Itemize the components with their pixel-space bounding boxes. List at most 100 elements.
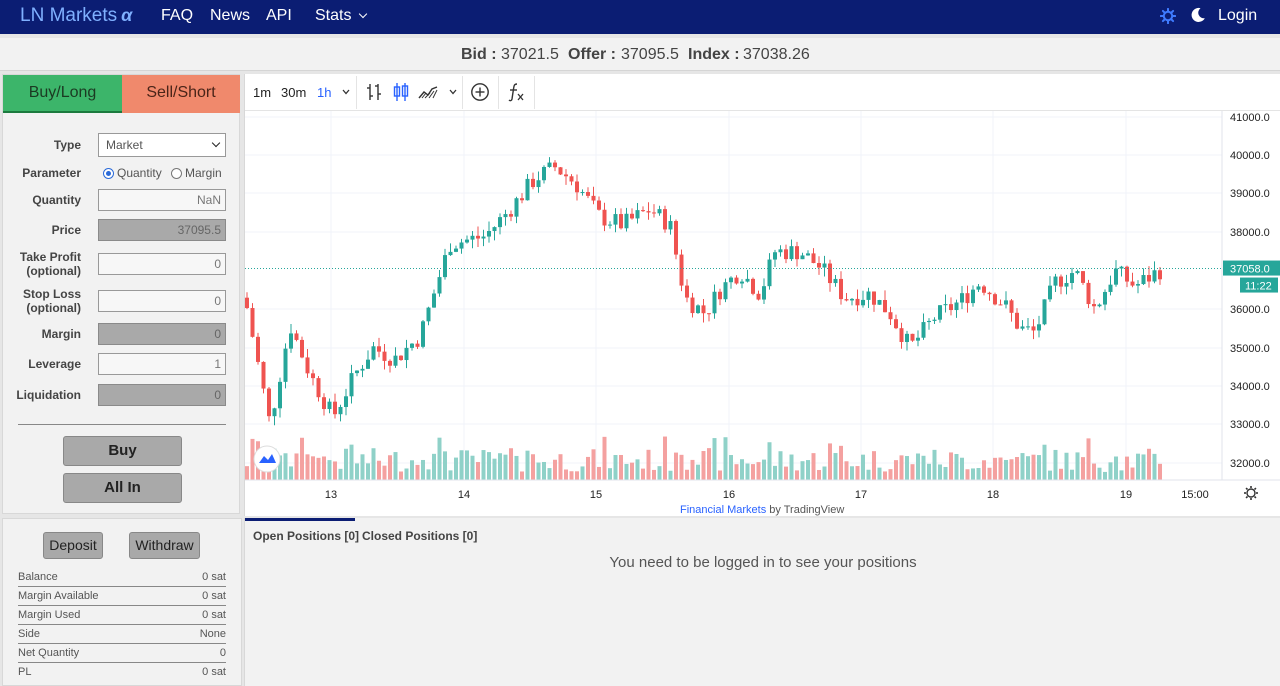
volume-bar bbox=[899, 455, 904, 480]
chart-settings-gear-icon[interactable] bbox=[1244, 486, 1258, 500]
quantity-input[interactable]: NaN bbox=[98, 189, 226, 211]
brand-logo[interactable]: LN Markets α bbox=[20, 5, 132, 27]
parameter-label: Parameter bbox=[22, 166, 81, 180]
volume-bar bbox=[426, 469, 431, 480]
volume-bar bbox=[839, 445, 843, 480]
volume-bar bbox=[305, 454, 310, 480]
volume-bar bbox=[657, 466, 662, 480]
tab-closed-positions[interactable]: Closed Positions [0] bbox=[362, 529, 478, 543]
candle-body bbox=[921, 322, 926, 338]
leverage-input[interactable]: 1 bbox=[98, 353, 226, 375]
candlestick-chart[interactable]: 41000.0 40000.0 39000.0 38000.0 36000.0 35000… bbox=[245, 111, 1280, 505]
candlestick-style-icon[interactable] bbox=[392, 82, 410, 102]
candle-body bbox=[839, 278, 843, 300]
volume-bar bbox=[448, 470, 453, 480]
timeframe-1h[interactable]: 1h bbox=[317, 85, 332, 100]
candle-body bbox=[1015, 312, 1019, 329]
volume-bar bbox=[844, 461, 849, 480]
settings-gear-icon[interactable] bbox=[1160, 8, 1176, 24]
moon-icon[interactable] bbox=[1190, 7, 1206, 23]
volume-bar bbox=[855, 466, 860, 480]
stop-loss-input[interactable]: 0 bbox=[98, 290, 226, 312]
candle-body bbox=[1136, 284, 1140, 286]
tab-buy-long[interactable]: Buy/Long bbox=[3, 75, 122, 113]
candle-body bbox=[641, 210, 645, 212]
volume-bar bbox=[553, 459, 557, 480]
volume-bar bbox=[668, 470, 673, 480]
candle-body bbox=[267, 388, 271, 417]
nav-faq-link[interactable]: FAQ bbox=[161, 7, 194, 24]
volume-bar bbox=[641, 468, 645, 480]
volume-bar bbox=[762, 459, 766, 480]
candle-body bbox=[1130, 281, 1135, 286]
candle-body bbox=[371, 346, 376, 360]
candle-body bbox=[855, 298, 860, 306]
volume-bar bbox=[1020, 453, 1025, 480]
candle-body bbox=[630, 213, 634, 219]
current-price-label: 37058.0 bbox=[1230, 264, 1270, 276]
candle-body bbox=[459, 242, 464, 249]
deposit-button[interactable]: Deposit bbox=[43, 532, 103, 559]
all-in-button[interactable]: All In bbox=[63, 473, 182, 503]
tradingview-logo-icon[interactable] bbox=[253, 445, 281, 473]
chevron-down-icon[interactable] bbox=[448, 87, 458, 97]
candle-body bbox=[619, 214, 623, 229]
candle-body bbox=[850, 298, 854, 301]
chevron-down-icon[interactable] bbox=[341, 87, 351, 97]
order-panel: Buy/Long Sell/Short Type Market Paramete… bbox=[2, 74, 240, 514]
login-link[interactable]: Login bbox=[1218, 7, 1258, 24]
volume-bar bbox=[1042, 444, 1047, 480]
volume-bar bbox=[344, 448, 348, 480]
candle-body bbox=[861, 299, 865, 306]
volume-bar bbox=[811, 453, 816, 480]
volume-bar bbox=[294, 453, 299, 480]
volume-bar bbox=[349, 444, 354, 480]
candle-body bbox=[982, 286, 986, 293]
candle-body bbox=[289, 333, 293, 349]
volume-bar bbox=[1026, 456, 1030, 480]
volume-bar bbox=[1141, 454, 1146, 480]
volume-bar bbox=[278, 455, 282, 480]
toolbar-separator bbox=[356, 76, 357, 109]
nav-stats-dropdown[interactable]: Stats bbox=[315, 7, 368, 25]
price-label: Price bbox=[51, 223, 81, 237]
candle-body bbox=[894, 319, 898, 329]
timeframe-30m[interactable]: 30m bbox=[281, 85, 307, 100]
candle-body bbox=[663, 209, 667, 230]
volume-bar bbox=[943, 466, 948, 480]
timeframe-1m[interactable]: 1m bbox=[253, 85, 272, 100]
function-fx-icon[interactable] bbox=[507, 82, 525, 102]
tab-sell-short[interactable]: Sell/Short bbox=[122, 75, 240, 113]
candle-body bbox=[646, 211, 651, 213]
nav-api-link[interactable]: API bbox=[266, 7, 292, 24]
volume-bar bbox=[1086, 438, 1091, 480]
volume-bar bbox=[817, 469, 821, 480]
volume-bar bbox=[690, 459, 695, 480]
volume-bar bbox=[415, 464, 420, 480]
volume-bar bbox=[1136, 453, 1140, 480]
current-price-badge bbox=[1223, 260, 1280, 276]
candle-body bbox=[1108, 284, 1113, 292]
area-chart-icon[interactable] bbox=[417, 82, 439, 102]
tab-open-positions[interactable]: Open Positions [0] bbox=[253, 529, 360, 543]
buy-button[interactable]: Buy bbox=[63, 436, 182, 466]
param-quantity-radio[interactable]: Quantity bbox=[103, 166, 162, 180]
param-margin-radio[interactable]: Margin bbox=[171, 166, 222, 180]
countdown-badge bbox=[1240, 277, 1278, 293]
nav-news-link[interactable]: News bbox=[210, 7, 251, 24]
order-type-select[interactable]: Market bbox=[98, 133, 226, 157]
volume-bar bbox=[1048, 470, 1052, 480]
add-indicator-plus-icon[interactable] bbox=[470, 82, 490, 102]
financial-markets-link[interactable]: Financial Markets bbox=[680, 504, 767, 516]
volume-bar bbox=[1004, 459, 1008, 480]
volume-bar bbox=[635, 459, 640, 480]
volume-bar bbox=[679, 454, 684, 480]
volume-bar bbox=[800, 461, 805, 480]
toolbar-separator bbox=[462, 76, 463, 109]
bar-chart-style-icon[interactable] bbox=[365, 82, 383, 102]
withdraw-button[interactable]: Withdraw bbox=[129, 532, 200, 559]
tradingview-chart[interactable]: 1m 30m 1h bbox=[244, 74, 1280, 516]
radio-unchecked-icon bbox=[171, 167, 182, 179]
take-profit-input[interactable]: 0 bbox=[98, 253, 226, 275]
candle-body bbox=[261, 361, 266, 389]
